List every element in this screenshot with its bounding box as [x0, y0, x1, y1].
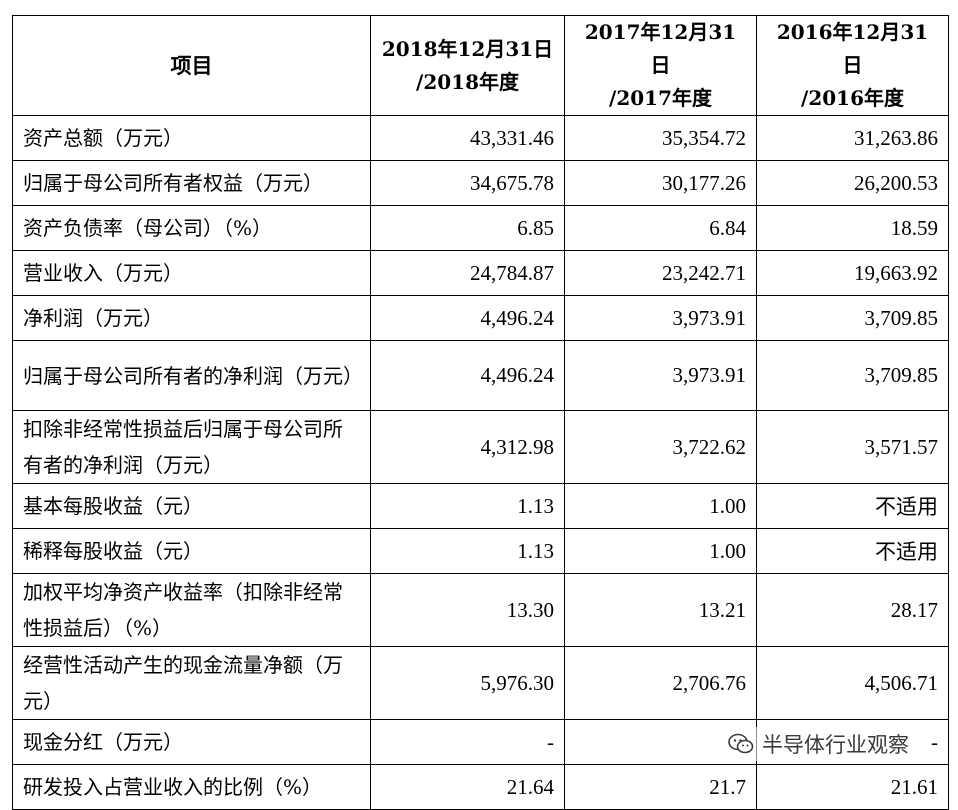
cell-2018: 1.13	[370, 528, 565, 574]
cell-2016: 26,200.53	[756, 160, 949, 206]
cell-2018: 13.30	[370, 573, 565, 647]
table-row: 研发投入占营业收入的比例（%） 21.64 21.7 21.61	[12, 764, 949, 810]
row-label: 净利润（万元）	[12, 295, 371, 341]
header-col-2018-line2: /2018年度	[416, 69, 519, 94]
cell-2018: -	[370, 719, 565, 765]
header-col-2016-line1: 2016年12月31日	[776, 20, 929, 77]
cell-2017: 3,973.91	[564, 340, 757, 411]
cell-2018: 34,675.78	[370, 160, 565, 206]
row-label: 扣除非经常性损益后归属于母公司所有者的净利润（万元）	[12, 410, 371, 484]
table-row: 资产总额（万元） 43,331.46 35,354.72 31,263.86	[12, 115, 949, 161]
row-label: 稀释每股收益（元）	[12, 528, 371, 574]
row-label: 经营性活动产生的现金流量净额（万元）	[12, 646, 371, 720]
row-label: 资产总额（万元）	[12, 115, 371, 161]
table-row: 归属于母公司所有者的净利润（万元） 4,496.24 3,973.91 3,70…	[12, 340, 949, 411]
cell-2018: 4,312.98	[370, 410, 565, 484]
cell-2016: 不适用	[756, 528, 949, 574]
watermark: 半导体行业观察	[724, 727, 913, 761]
cell-2016: 19,663.92	[756, 250, 949, 296]
row-label: 研发投入占营业收入的比例（%）	[12, 764, 371, 810]
cell-2018: 6.85	[370, 205, 565, 251]
cell-2017: 21.7	[564, 764, 757, 810]
cell-2018: 24,784.87	[370, 250, 565, 296]
cell-2017: 35,354.72	[564, 115, 757, 161]
table-row: 资产负债率（母公司）（%） 6.85 6.84 18.59	[12, 205, 949, 251]
cell-2016: 3,571.57	[756, 410, 949, 484]
cell-2018: 21.64	[370, 764, 565, 810]
cell-2017: 13.21	[564, 573, 757, 647]
table-row: 基本每股收益（元） 1.13 1.00 不适用	[12, 483, 949, 529]
table-row: 经营性活动产生的现金流量净额（万元） 5,976.30 2,706.76 4,5…	[12, 646, 949, 720]
cell-2017: 3,973.91	[564, 295, 757, 341]
row-label: 归属于母公司所有者的净利润（万元）	[12, 340, 371, 411]
header-col-2018-line1: 2018年12月31日	[381, 36, 554, 61]
table-row: 净利润（万元） 4,496.24 3,973.91 3,709.85	[12, 295, 949, 341]
header-col-2016-line2: /2016年度	[801, 86, 904, 110]
row-label: 现金分红（万元）	[12, 719, 371, 765]
table-row: 营业收入（万元） 24,784.87 23,242.71 19,663.92	[12, 250, 949, 296]
table-row: 归属于母公司所有者权益（万元） 34,675.78 30,177.26 26,2…	[12, 160, 949, 206]
cell-2016: 3,709.85	[756, 295, 949, 341]
cell-2018: 5,976.30	[370, 646, 565, 720]
header-col-2017: 2017年12月31日 /2017年度	[564, 15, 757, 116]
header-col-2018: 2018年12月31日 /2018年度	[370, 15, 565, 116]
table-row: 扣除非经常性损益后归属于母公司所有者的净利润（万元） 4,312.98 3,72…	[12, 410, 949, 484]
header-col-2016: 2016年12月31日 /2016年度	[756, 15, 949, 116]
cell-2017: 30,177.26	[564, 160, 757, 206]
cell-2017: 2,706.76	[564, 646, 757, 720]
row-label: 基本每股收益（元）	[12, 483, 371, 529]
cell-2016: 3,709.85	[756, 340, 949, 411]
row-label: 加权平均净资产收益率（扣除非经常性损益后）（%）	[12, 573, 371, 647]
watermark-text: 半导体行业观察	[762, 733, 909, 757]
table-row: 稀释每股收益（元） 1.13 1.00 不适用	[12, 528, 949, 574]
row-label: 营业收入（万元）	[12, 250, 371, 296]
cell-2017: 23,242.71	[564, 250, 757, 296]
header-item: 项目	[12, 15, 371, 116]
cell-2017: 6.84	[564, 205, 757, 251]
cell-2017: 3,722.62	[564, 410, 757, 484]
row-label: 归属于母公司所有者权益（万元）	[12, 160, 371, 206]
table-row: 加权平均净资产收益率（扣除非经常性损益后）（%） 13.30 13.21 28.…	[12, 573, 949, 647]
cell-2016: 18.59	[756, 205, 949, 251]
cell-2017: 1.00	[564, 528, 757, 574]
cell-2016: 28.17	[756, 573, 949, 647]
header-col-2017-line2: /2017年度	[609, 86, 712, 110]
financial-summary-table: 项目 2018年12月31日 /2018年度 2017年12月31日 /2017…	[12, 15, 949, 810]
row-label: 资产负债率（母公司）（%）	[12, 205, 371, 251]
header-col-2017-line1: 2017年12月31日	[584, 20, 737, 77]
cell-2016: 21.61	[756, 764, 949, 810]
cell-2018: 1.13	[370, 483, 565, 529]
table-header-row: 项目 2018年12月31日 /2018年度 2017年12月31日 /2017…	[12, 15, 949, 116]
cell-2018: 43,331.46	[370, 115, 565, 161]
cell-2016: 4,506.71	[756, 646, 949, 720]
cell-2018: 4,496.24	[370, 340, 565, 411]
cell-2016: 不适用	[756, 483, 949, 529]
wechat-icon	[728, 733, 754, 754]
cell-2018: 4,496.24	[370, 295, 565, 341]
cell-2017: 1.00	[564, 483, 757, 529]
cell-2016: 31,263.86	[756, 115, 949, 161]
